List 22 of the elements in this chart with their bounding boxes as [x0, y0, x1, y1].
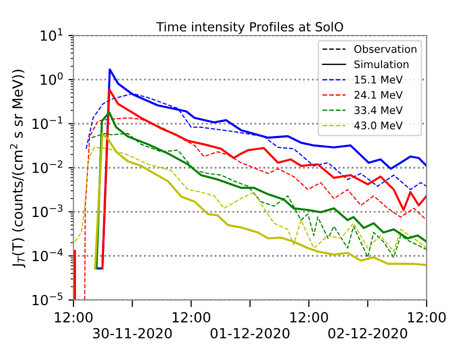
x-tick-label: 12:00 [172, 312, 210, 323]
y-tick-label: 10$^{1}$ [40, 28, 62, 41]
text: 30-11-2020 [93, 328, 172, 339]
y-tick-label: 10$^{−3}$ [32, 204, 62, 218]
x-tick-label: 12:00 [408, 312, 446, 323]
y-tick-label: 10$^{−5}$ [32, 292, 62, 306]
y-tick-label: 10$^{−4}$ [32, 248, 63, 262]
legend-label: 15.1 MeV [354, 76, 403, 84]
legend-label: Observation [354, 44, 416, 53]
legend-label: 33.4 MeV [354, 106, 403, 114]
x-tick-label: 12:00 [290, 312, 328, 323]
legend-label: 43.0 MeV [354, 122, 403, 130]
chart-title: Time intensity Profiles at SolO [156, 22, 344, 34]
y-tick-label: 10$^{0}$ [40, 72, 63, 85]
y-axis-title: J$_{T}$(T) (counts/(cm$^{2}$ s sr MeV)) [10, 70, 26, 268]
text: 01-12-2020 [210, 328, 290, 339]
legend-label: 24.1 MeV [354, 90, 403, 99]
x-tick-label: 12:00 [54, 312, 93, 323]
y-tick-label: 10$^{−1}$ [32, 116, 62, 130]
legend-label: Simulation [354, 60, 408, 68]
text: 02-12-2020 [328, 328, 408, 339]
y-tick-label: 10$^{−2}$ [32, 160, 62, 174]
